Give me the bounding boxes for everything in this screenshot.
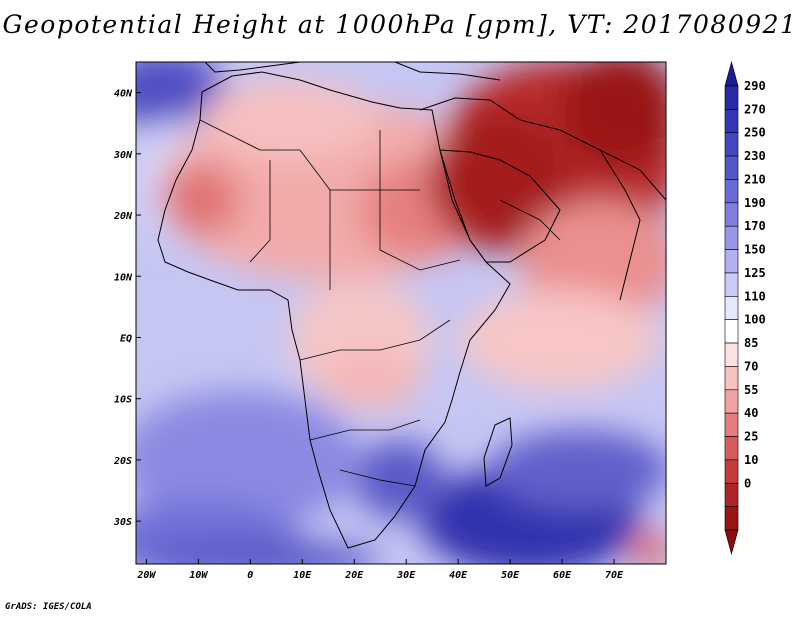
colorbar-label: 25 (744, 430, 758, 444)
colorbar-label: 125 (744, 266, 766, 280)
coastlines (157, 62, 666, 549)
colorbar-label: 0 (744, 476, 751, 490)
lat-tick-label: 30S (113, 517, 132, 528)
height-field (136, 62, 666, 564)
lon-tick-label: 30E (396, 570, 416, 581)
lon-tick-label: 0 (247, 570, 253, 581)
map-frame (135, 61, 667, 565)
lat-tick-label: 40N (114, 89, 133, 100)
borders (199, 119, 561, 487)
colorbar-swatch (724, 109, 739, 134)
lon-tick-label: 10W (189, 570, 208, 581)
colorbar-swatch (724, 506, 739, 531)
colorbar-swatch (724, 272, 739, 297)
colorbar-label: 55 (744, 383, 758, 397)
colorbar-swatch (724, 202, 739, 227)
colorbar-bottom-arrow (724, 529, 739, 556)
colorbar-label: 190 (744, 196, 766, 210)
colorbar-swatch (724, 132, 739, 157)
colorbar-label: 85 (744, 336, 758, 350)
colorbar-swatch (724, 296, 739, 320)
colorbar-swatch (724, 85, 739, 110)
colorbar: 2902702502302101901701501251101008570554… (724, 60, 766, 556)
colorbar-label: 290 (744, 79, 766, 93)
colorbar-swatch (724, 179, 739, 204)
colorbar-label: 10 (744, 453, 758, 467)
colorbar-label: 230 (744, 149, 766, 163)
lon-tick-label: 10E (293, 570, 312, 581)
grads-credit: GrADS: IGES/COLA (5, 602, 92, 612)
colorbar-swatch (724, 319, 739, 344)
lon-tick-label: 20W (136, 570, 156, 581)
lat-tick-label: 30N (113, 150, 133, 161)
colorbar-label: 150 (744, 243, 766, 257)
lon-tick-label: 60E (553, 570, 572, 581)
colorbar-swatch (724, 459, 739, 484)
colorbar-label: 170 (744, 219, 766, 233)
map-title: Geopotential Height at 1000hPa [gpm], VT… (2, 10, 798, 39)
colorbar-label: 110 (744, 289, 766, 303)
lat-tick-label: 20N (113, 211, 133, 222)
lon-tick-label: 40E (449, 570, 468, 581)
lat-tick-label: EQ (120, 333, 132, 344)
colorbar-label: 250 (744, 126, 766, 140)
lat-tick-label: 10S (114, 395, 132, 406)
lat-tick-label: 10N (114, 272, 133, 283)
colorbar-label: 40 (744, 406, 758, 420)
colorbar-swatch (724, 366, 739, 391)
lon-tick-label: 20E (344, 570, 364, 581)
colorbar-top-arrow (724, 60, 739, 87)
latitude-ticks: 40N 30N 20N 10N EQ 10S 20S 30S (113, 89, 141, 528)
colorbar-swatch (724, 412, 739, 437)
lon-tick-label: 70E (605, 570, 624, 581)
colorbar-swatch (724, 249, 739, 274)
lon-tick-label: 50E (501, 570, 520, 581)
colorbar-label: 210 (744, 172, 766, 186)
colorbar-swatch (724, 389, 739, 414)
colorbar-swatch (724, 482, 739, 507)
longitude-ticks: 20W 10W 0 10E 20E 30E 40E 50E 60E 70E (136, 559, 624, 581)
colorbar-swatch (724, 155, 739, 180)
colorbar-label: 70 (744, 359, 758, 373)
colorbar-swatch (724, 436, 739, 461)
colorbar-swatch (724, 225, 739, 250)
lat-tick-label: 20S (113, 456, 132, 467)
colorbar-label: 270 (744, 102, 766, 116)
colorbar-swatch (724, 342, 739, 367)
colorbar-label: 100 (744, 313, 766, 327)
